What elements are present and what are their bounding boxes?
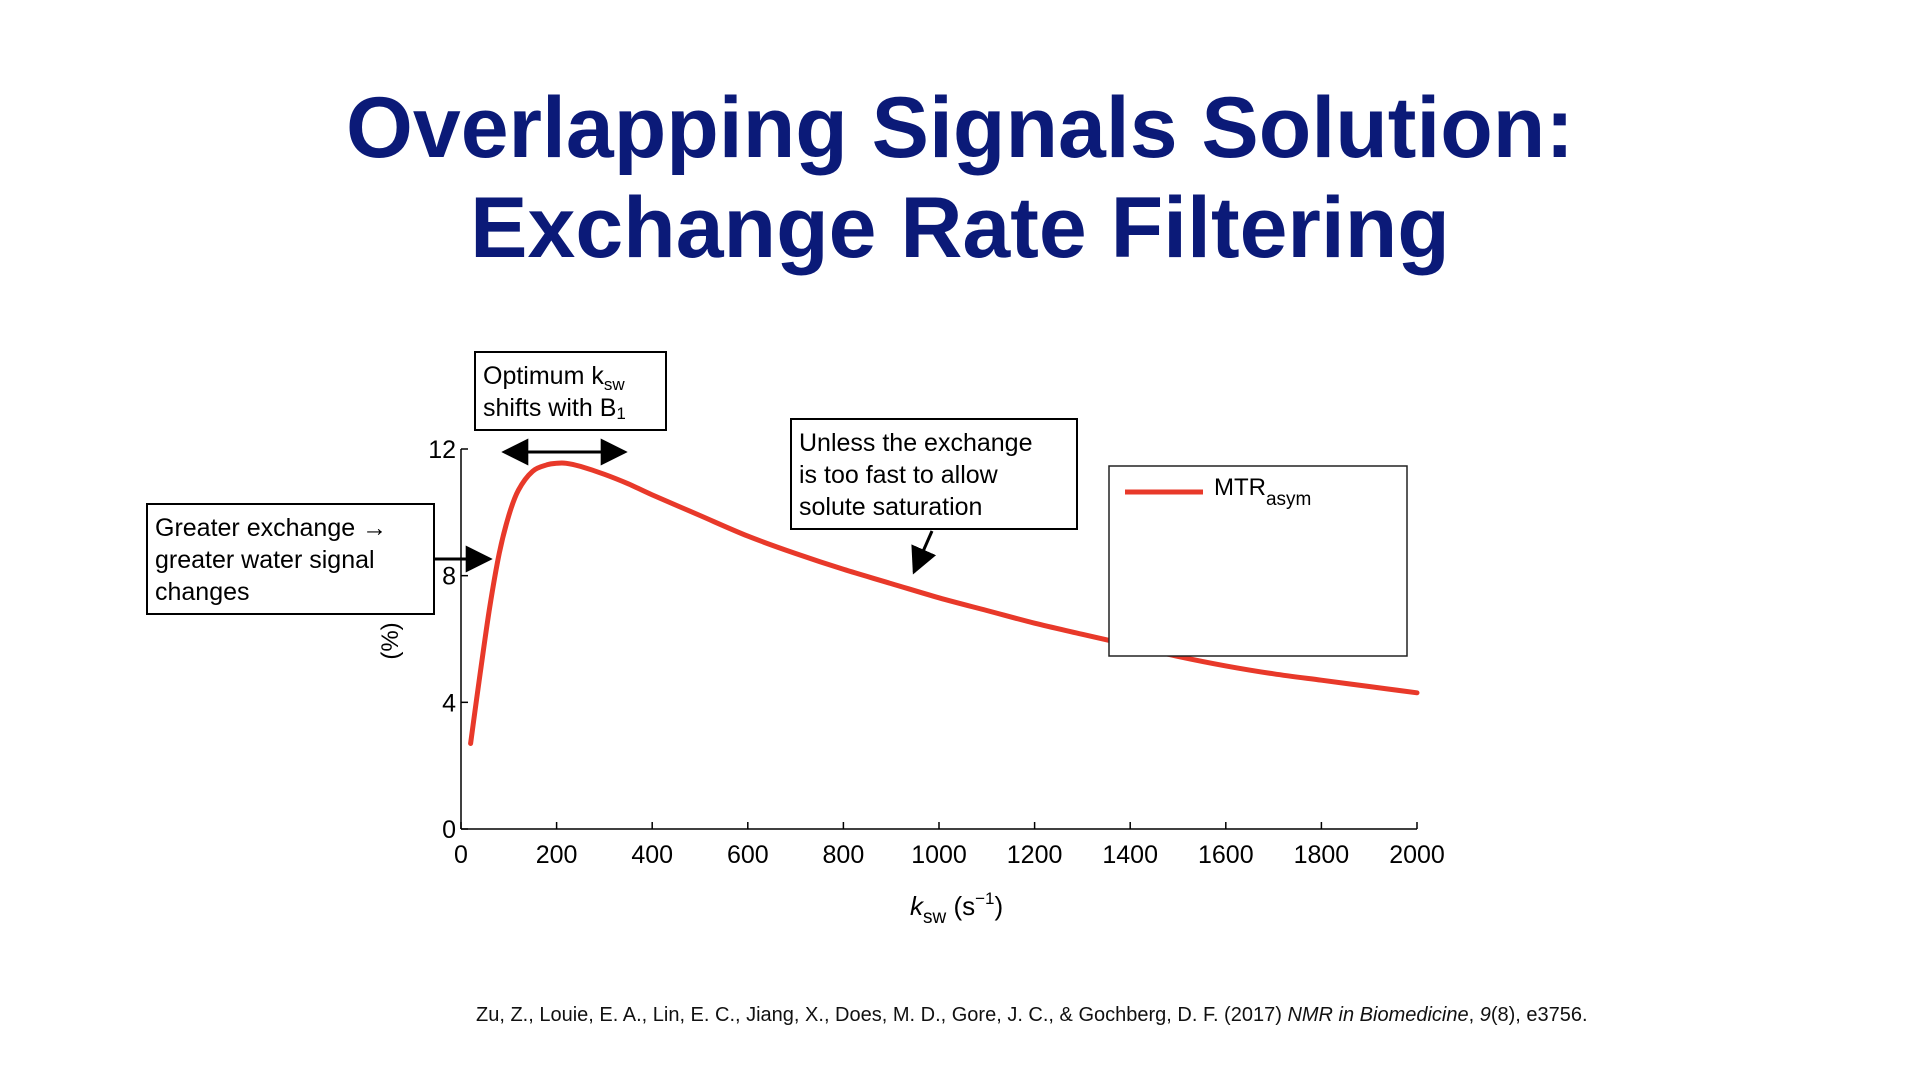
slide-title: Overlapping Signals Solution: Exchange R… (0, 78, 1920, 278)
y-axis-label: (%) (377, 622, 404, 659)
citation-authors: Zu, Z., Louie, E. A., Lin, E. C., Jiang,… (476, 1004, 1288, 1026)
x-tick-label: 600 (727, 841, 769, 869)
x-tick-label: 1000 (911, 841, 967, 869)
y-tick-label: 0 (442, 816, 456, 844)
svg-text:Unless the exchange: Unless the exchange (799, 429, 1032, 457)
citation-volume: 9 (1479, 1004, 1491, 1026)
citation-sep: , (1468, 1004, 1480, 1026)
citation: Zu, Z., Louie, E. A., Lin, E. C., Jiang,… (476, 1004, 1876, 1027)
x-tick-label: 1400 (1102, 841, 1158, 869)
svg-text:shifts with B1: shifts with B1 (483, 394, 626, 423)
y-tick-label: 4 (442, 689, 456, 717)
legend-label: MTRasym (1214, 474, 1311, 510)
svg-text:changes: changes (155, 578, 250, 606)
x-tick-label: 1600 (1198, 841, 1254, 869)
title-line-2: Exchange Rate Filtering (470, 180, 1450, 276)
y-tick-label: 12 (428, 436, 456, 464)
svg-text:is too fast to allow: is too fast to allow (799, 461, 999, 489)
y-tick-label: 8 (442, 563, 456, 591)
legend: MTRasym (1108, 465, 1408, 657)
annotation-optimum: Optimum ksw shifts with B1 (474, 351, 667, 466)
x-tick-label: 200 (536, 841, 578, 869)
svg-text:greater water signal: greater water signal (155, 546, 375, 574)
annotation-unless: Unless the exchange is too fast to allow… (790, 418, 1078, 575)
y-ticks: 0 4 8 12 (428, 436, 468, 844)
svg-text:Greater exchange →: Greater exchange → (155, 514, 387, 542)
citation-journal: NMR in Biomedicine (1287, 1004, 1469, 1026)
x-tick-label: 1800 (1294, 841, 1350, 869)
svg-text:Optimum ksw: Optimum ksw (483, 362, 625, 394)
x-tick-label: 0 (454, 841, 468, 869)
annotation-greater-exchange: Greater exchange → greater water signal … (146, 503, 493, 615)
x-tick-label: 800 (823, 841, 865, 869)
svg-text:solute saturation: solute saturation (799, 493, 982, 521)
arrow-to-tail (911, 530, 937, 575)
x-tick-label: 400 (631, 841, 673, 869)
x-ticks: 0 200 400 600 800 1000 1200 1400 1600 1800 2000 (454, 822, 1445, 869)
citation-rest: (8), e3756. (1490, 1004, 1588, 1026)
x-axis-label: ksw (s−1) (910, 889, 1003, 928)
x-tick-label: 1200 (1007, 841, 1063, 869)
title-line-1: Overlapping Signals Solution: (346, 80, 1574, 176)
x-tick-label: 2000 (1389, 841, 1445, 869)
